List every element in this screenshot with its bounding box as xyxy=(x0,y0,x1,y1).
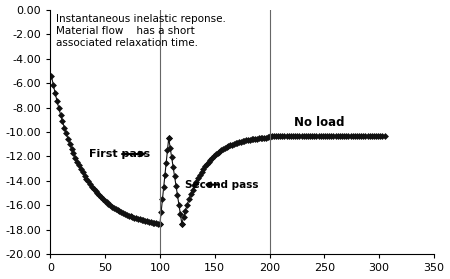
Text: Instantaneous inelastic reponse.
Material flow    has a short
associated relaxat: Instantaneous inelastic reponse. Materia… xyxy=(56,15,226,48)
Text: First pass: First pass xyxy=(89,149,150,159)
Text: Second pass: Second pass xyxy=(185,180,259,190)
Text: No load: No load xyxy=(294,116,344,129)
